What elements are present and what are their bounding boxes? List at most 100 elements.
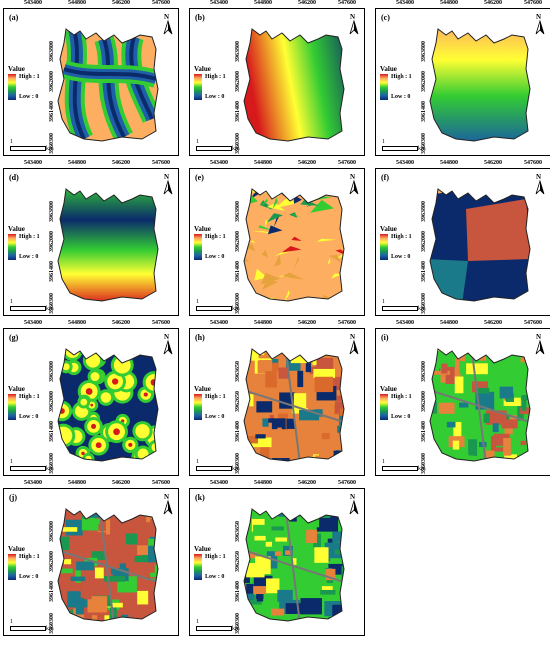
- panel-label: (g): [9, 333, 19, 342]
- legend-high-label: High : 1: [205, 554, 226, 560]
- legend-high-label: High : 1: [205, 234, 226, 240]
- x-tick-label: 547600: [338, 320, 356, 326]
- x-tick-label: 544800: [254, 160, 272, 166]
- panel-label: (d): [9, 173, 19, 182]
- panel-label: (f): [381, 173, 389, 182]
- svg-text:N: N: [536, 333, 541, 341]
- y-tick-label: 3962000: [49, 551, 55, 572]
- x-tick-label: 544800: [68, 320, 86, 326]
- x-tick-label: 546200: [112, 0, 130, 6]
- x-tick-label: 544800: [68, 480, 86, 486]
- y-tick-label: 3962000: [49, 391, 55, 412]
- y-tick-label: 3961400: [421, 421, 427, 442]
- x-tick-label: 546200: [298, 160, 316, 166]
- scale-number: 1: [10, 299, 13, 305]
- scale-bar: 1 km: [10, 459, 56, 472]
- x-tick-label: 546200: [112, 320, 130, 326]
- svg-text:N: N: [536, 173, 541, 181]
- x-tick-label: 543400: [24, 320, 42, 326]
- legend-color-ramp: [8, 234, 16, 260]
- legend-low-label: Low : 0: [19, 94, 39, 100]
- x-tick-label: 544800: [68, 0, 86, 6]
- y-tick-label: 3961400: [235, 101, 241, 122]
- y-tick-label: 3960300: [235, 133, 241, 154]
- x-tick-label: 547600: [338, 160, 356, 166]
- y-tick-label: 3963800: [49, 521, 55, 542]
- x-tick-label: 544800: [68, 160, 86, 166]
- x-tick-label: 543400: [24, 0, 42, 6]
- study-area-boundary: [429, 188, 531, 302]
- legend-title: Value: [8, 225, 25, 233]
- legend-high-label: High : 1: [19, 394, 40, 400]
- scale-unit: km: [232, 626, 240, 632]
- scale-bar: 1 km: [382, 459, 428, 472]
- x-tick-label: 547600: [338, 480, 356, 486]
- map-panel-f: (f) Value High : 1 Low : 0 N 1 km: [375, 168, 550, 316]
- x-tick-label: 544800: [254, 320, 272, 326]
- map-raster: [243, 508, 345, 622]
- north-arrow-icon: N: [162, 492, 174, 518]
- map-panel-h: (h) Value High : 1 Low : 0 N 1 km: [189, 328, 365, 476]
- scale-unit: km: [46, 146, 54, 152]
- legend-low-label: Low : 0: [19, 574, 39, 580]
- map-panel-k: (k) Value High : 1 Low : 0 N 1 km: [189, 488, 365, 636]
- scale-number: 1: [10, 619, 13, 625]
- x-tick-label: 547600: [152, 320, 170, 326]
- scale-unit: km: [232, 306, 240, 312]
- north-arrow-icon: N: [348, 172, 360, 198]
- legend-low-label: Low : 0: [205, 414, 225, 420]
- panel-label: (e): [195, 173, 204, 182]
- x-tick-label: 543400: [210, 0, 228, 6]
- north-arrow-icon: N: [162, 172, 174, 198]
- y-tick-label: 3961400: [49, 101, 55, 122]
- y-tick-label: 3963800: [49, 361, 55, 382]
- scale-unit: km: [46, 626, 54, 632]
- y-tick-label: 3962000: [421, 231, 427, 252]
- y-tick-label: 3960300: [421, 133, 427, 154]
- legend-low-label: Low : 0: [391, 254, 411, 260]
- y-tick-label: 3961400: [49, 261, 55, 282]
- study-area-boundary: [243, 188, 345, 302]
- y-tick-label: 3961400: [235, 261, 241, 282]
- legend-high-label: High : 1: [19, 234, 40, 240]
- legend: Value High : 1 Low : 0: [194, 65, 238, 100]
- y-tick-label: 3960300: [49, 613, 55, 634]
- legend-high-label: High : 1: [205, 74, 226, 80]
- svg-text:N: N: [350, 173, 355, 181]
- x-tick-label: 547600: [152, 480, 170, 486]
- y-tick-label: 3963800: [235, 41, 241, 62]
- scale-number: 1: [382, 459, 385, 465]
- scale-bar: 1 km: [196, 459, 242, 472]
- x-tick-label: 546200: [298, 320, 316, 326]
- x-tick-label: 547600: [524, 0, 542, 6]
- legend-title: Value: [194, 385, 211, 393]
- x-tick-label: 546200: [298, 0, 316, 6]
- panel-label: (h): [195, 333, 205, 342]
- y-tick-label: 3963800: [421, 361, 427, 382]
- legend: Value High : 1 Low : 0: [8, 65, 52, 100]
- legend-low-label: Low : 0: [19, 254, 39, 260]
- x-tick-label: 543400: [210, 320, 228, 326]
- legend-high-label: High : 1: [391, 234, 412, 240]
- map-panel-g: (g) Value High : 1 Low : 0 N 1 km: [3, 328, 179, 476]
- map-panel-c: (c) Value High : 1 Low : 0 N 1 km: [375, 8, 550, 156]
- legend-color-ramp: [8, 394, 16, 420]
- x-tick-label: 544800: [254, 480, 272, 486]
- legend-color-ramp: [194, 554, 202, 580]
- y-tick-label: 3960300: [421, 293, 427, 314]
- x-tick-label: 544800: [440, 160, 458, 166]
- legend-color-ramp: [194, 394, 202, 420]
- x-tick-label: 544800: [440, 320, 458, 326]
- legend: Value High : 1 Low : 0: [8, 225, 52, 260]
- legend-title: Value: [380, 385, 397, 393]
- north-arrow-icon: N: [534, 12, 546, 38]
- x-tick-label: 544800: [440, 0, 458, 6]
- study-area-boundary: [243, 348, 345, 462]
- x-tick-label: 547600: [152, 0, 170, 6]
- scale-unit: km: [232, 146, 240, 152]
- legend-title: Value: [8, 545, 25, 553]
- north-arrow-icon: N: [534, 172, 546, 198]
- x-tick-label: 547600: [152, 160, 170, 166]
- y-tick-label: 3963800: [49, 201, 55, 222]
- legend-high-label: High : 1: [19, 554, 40, 560]
